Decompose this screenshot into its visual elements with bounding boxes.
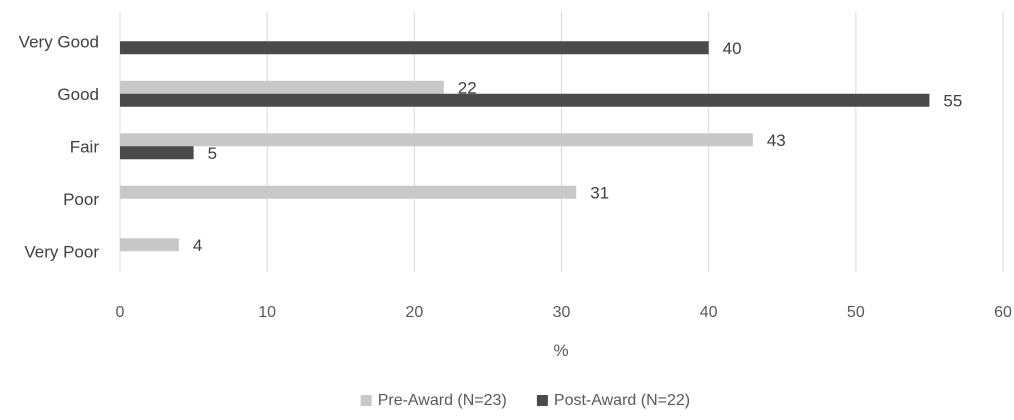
legend: Pre-Award (N=23) Post-Award (N=22) — [360, 392, 690, 409]
bar — [120, 93, 930, 107]
data-label: 31 — [590, 183, 609, 202]
x-tick-label: 20 — [405, 304, 423, 321]
bar — [120, 238, 179, 252]
category-label: Good — [57, 85, 99, 104]
value-axis: 0 10 20 30 40 50 60 — [116, 304, 1012, 321]
bar — [120, 80, 444, 94]
x-tick-label: 0 — [116, 304, 125, 321]
x-tick-label: 50 — [847, 304, 865, 321]
bar — [120, 185, 577, 199]
category-label: Fair — [70, 137, 100, 156]
legend-swatch — [536, 395, 548, 406]
data-label: 5 — [208, 144, 217, 163]
x-tick-label: 60 — [994, 304, 1012, 321]
x-tick-label: 10 — [258, 304, 276, 321]
bar — [120, 146, 194, 160]
x-axis-title: % — [553, 341, 568, 360]
bars — [120, 41, 930, 252]
bar — [120, 133, 753, 147]
data-label: 4 — [193, 236, 202, 255]
data-labels: 40 22 55 43 5 31 4 — [193, 39, 962, 255]
data-label: 22 — [458, 78, 477, 97]
data-label: 55 — [943, 91, 962, 110]
data-label: 40 — [723, 39, 742, 58]
x-tick-label: 30 — [553, 304, 571, 321]
legend-label: Post-Award (N=22) — [554, 392, 690, 409]
x-tick-label: 40 — [700, 304, 718, 321]
category-axis: Very Good Good Fair Poor Very Poor — [19, 32, 100, 261]
category-label: Very Good — [19, 32, 99, 51]
legend-label: Pre-Award (N=23) — [378, 392, 507, 409]
data-label: 43 — [767, 131, 786, 150]
legend-swatch — [360, 395, 372, 406]
category-label: Poor — [63, 190, 99, 209]
category-label: Very Poor — [24, 242, 99, 261]
bar — [120, 41, 709, 55]
